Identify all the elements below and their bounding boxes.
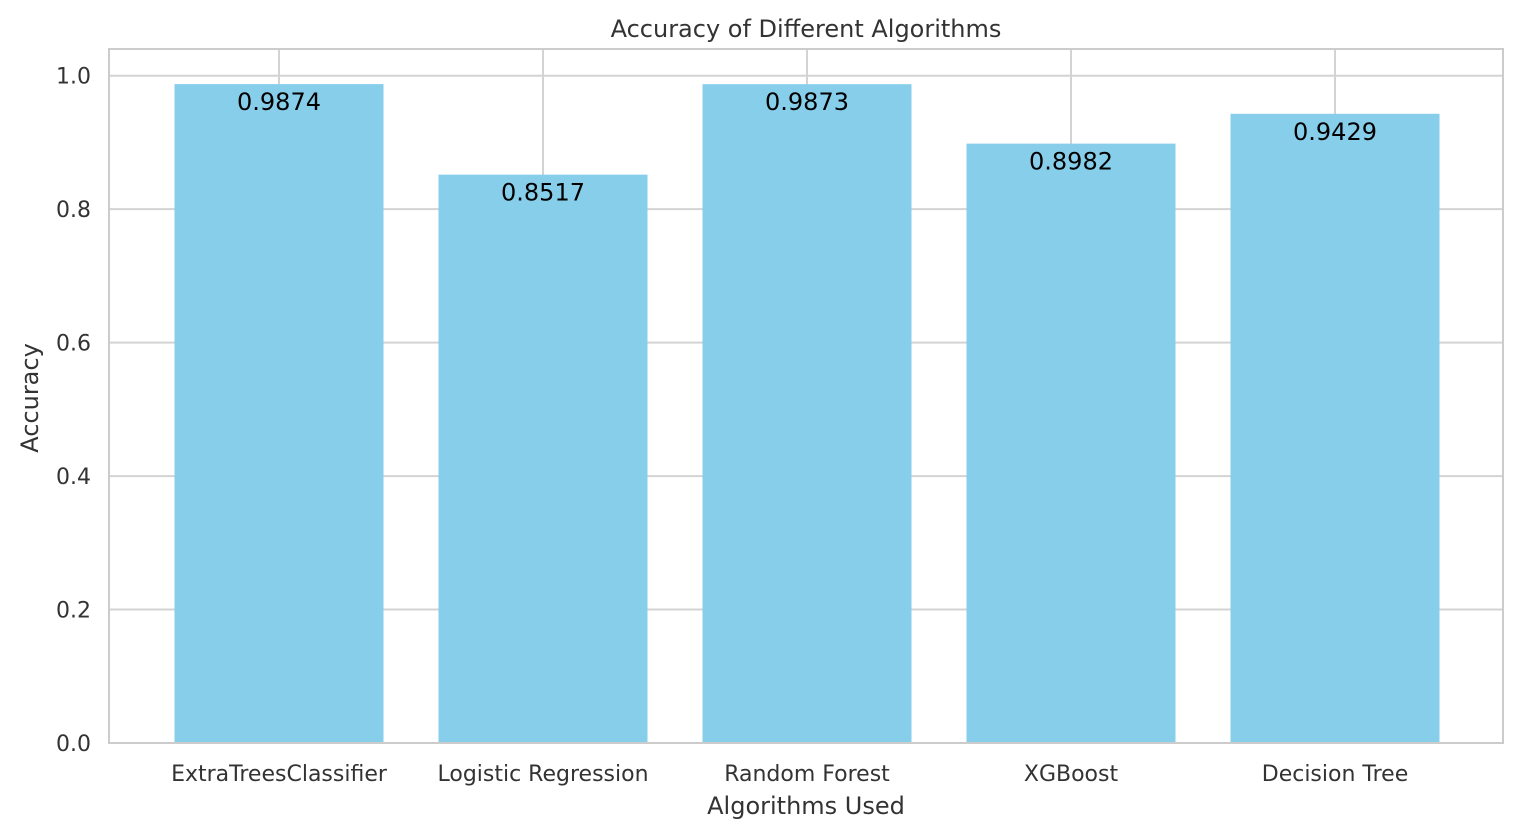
plot-frame (108, 48, 1504, 744)
y-tick-label: 0.0 (56, 732, 91, 757)
bar-decision-tree (1230, 113, 1440, 743)
x-tick-label: ExtraTreesClassifier (171, 762, 388, 787)
y-tick-label: 0.4 (56, 465, 91, 490)
bar-extratreesclassifier (174, 84, 384, 743)
x-tick-label: Logistic Regression (437, 762, 648, 787)
tick-layer: 0.0 0.2 0.4 0.6 0.8 1.0 ExtraTreesClassifier Lo… (56, 65, 1408, 787)
x-tick-label: XGBoost (1024, 762, 1119, 787)
bar-value-label: 0.8982 (1029, 148, 1113, 176)
data-label-layer: 0.9874 0.8517 0.9873 0.8982 0.9429 (237, 88, 1377, 207)
x-tick-label: Decision Tree (1262, 762, 1409, 787)
y-axis-label: Accuracy (16, 343, 44, 453)
y-tick-label: 0.6 (56, 332, 91, 357)
chart-title: Accuracy of Different Algorithms (611, 15, 1002, 43)
bar-value-label: 0.8517 (501, 179, 585, 207)
x-axis-label: Algorithms Used (707, 792, 905, 820)
bar-random-forest (702, 84, 912, 743)
bar-value-label: 0.9429 (1293, 118, 1377, 146)
bar-logistic-regression (438, 174, 648, 743)
y-tick-label: 1.0 (56, 65, 91, 90)
bar-xgboost (966, 143, 1176, 743)
bar-layer (174, 84, 1440, 743)
bar-value-label: 0.9873 (765, 88, 849, 116)
y-tick-label: 0.8 (56, 198, 91, 223)
bar-value-label: 0.9874 (237, 88, 321, 116)
x-tick-label: Random Forest (724, 762, 890, 787)
y-tick-label: 0.2 (56, 599, 91, 624)
